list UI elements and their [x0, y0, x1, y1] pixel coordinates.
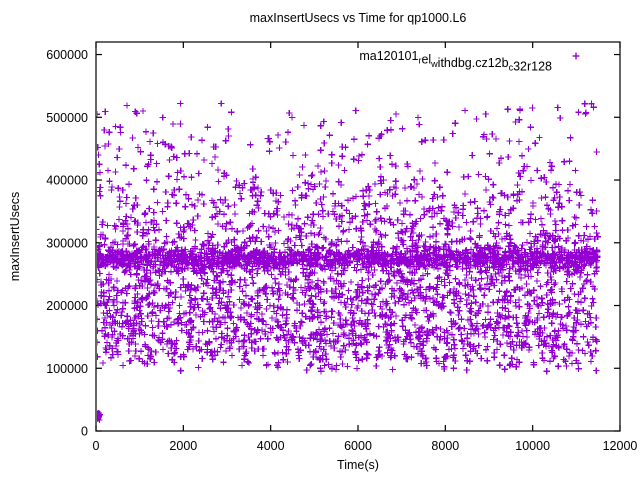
x-tick-label: 2000	[169, 439, 197, 453]
y-tick-label: 300000	[46, 236, 88, 250]
data-point-marker	[572, 52, 580, 60]
x-tick-label: 0	[93, 439, 100, 453]
x-tick-label: 8000	[431, 439, 459, 453]
x-axis-label: Time(s)	[337, 458, 379, 472]
x-tick-label: 10000	[515, 439, 550, 453]
y-tick-label: 600000	[46, 48, 88, 62]
y-tick-label: 400000	[46, 174, 88, 188]
y-tick-label: 200000	[46, 299, 88, 313]
plot-border	[95, 41, 621, 432]
y-axis-label: maxInsertUsecs	[8, 192, 22, 282]
data-points-layer	[97, 100, 601, 424]
chart-title: maxInsertUsecs vs Time for qp1000.L6	[250, 11, 467, 25]
y-tick-label: 500000	[46, 111, 88, 125]
scatter-series	[97, 100, 601, 424]
x-tick-label: 6000	[344, 439, 372, 453]
y-tick-label: 0	[81, 425, 88, 439]
y-tick-label: 100000	[46, 362, 88, 376]
x-tick-label: 4000	[257, 439, 285, 453]
legend-label: ma120101relwithdbg.cz12bc32r128	[359, 49, 552, 74]
x-tick-label: 12000	[603, 439, 638, 453]
